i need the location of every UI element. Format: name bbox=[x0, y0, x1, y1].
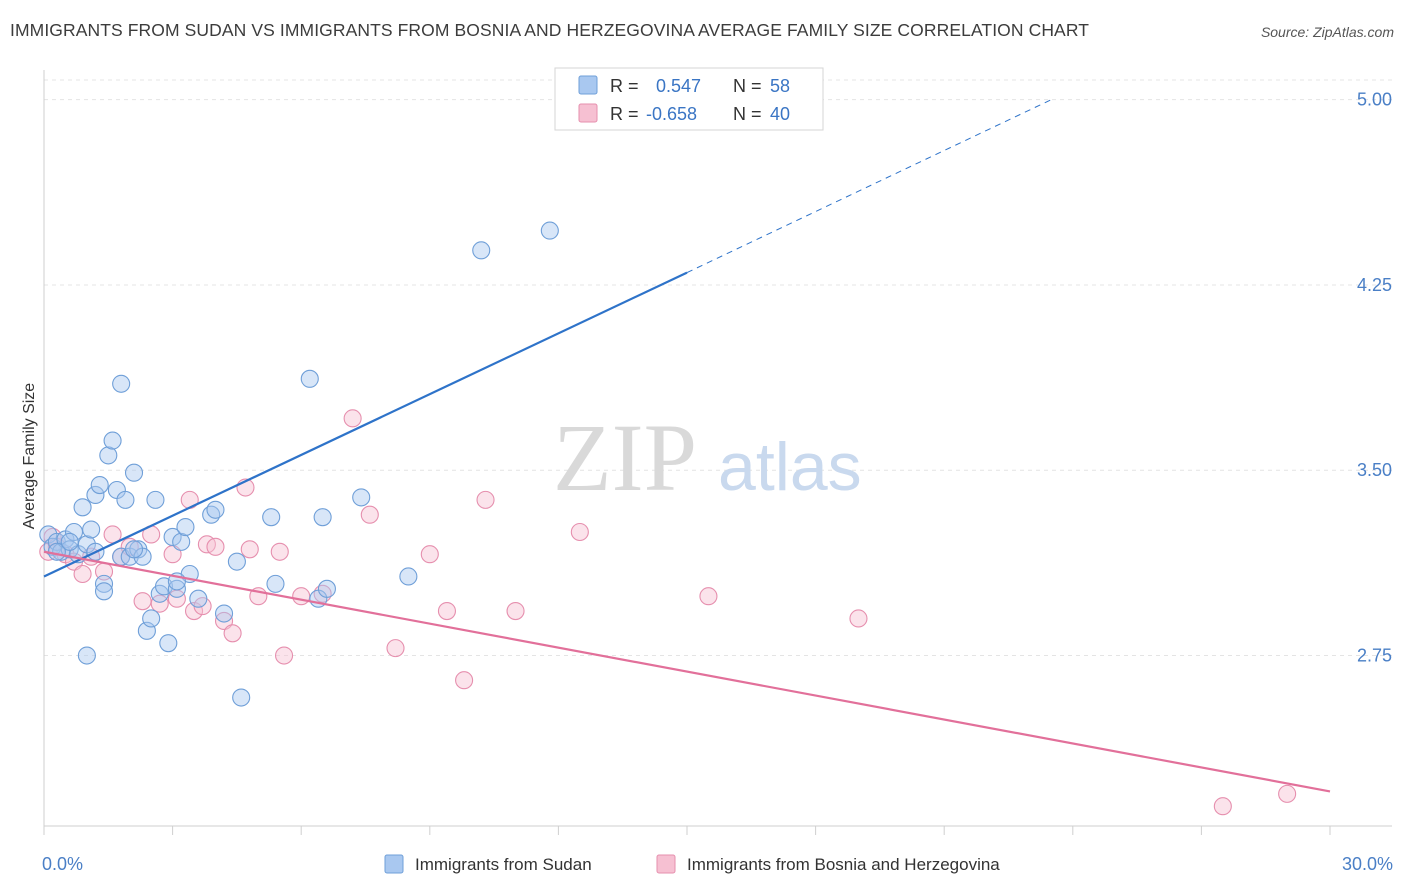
point-bosnia-30 bbox=[343, 409, 362, 428]
y-tick-label-2: 4.25 bbox=[1357, 275, 1392, 295]
y-tick-label-3: 5.00 bbox=[1357, 90, 1392, 110]
point-bosnia-40 bbox=[849, 609, 868, 628]
trend-line-1 bbox=[43, 550, 1331, 793]
point-sudan-16 bbox=[103, 431, 122, 450]
point-sudan-29 bbox=[112, 374, 131, 393]
trend-line-0-projection bbox=[686, 99, 1052, 274]
point-bosnia-27 bbox=[275, 646, 294, 665]
point-sudan-30 bbox=[159, 634, 178, 653]
point-bosnia-32 bbox=[386, 639, 405, 658]
point-bosnia-42 bbox=[1278, 784, 1297, 803]
point-sudan-47 bbox=[313, 508, 332, 527]
point-bosnia-20 bbox=[206, 537, 225, 556]
point-sudan-12 bbox=[90, 476, 109, 495]
point-bosnia-33 bbox=[420, 545, 439, 564]
point-sudan-36 bbox=[189, 589, 208, 608]
y-tick-label-0: 2.75 bbox=[1357, 646, 1392, 666]
point-sudan-25 bbox=[142, 609, 161, 628]
point-sudan-46 bbox=[317, 579, 336, 598]
legend-bottom-label-sudan: Immigrants from Sudan bbox=[415, 855, 592, 874]
watermark-atlas: atlas bbox=[718, 429, 862, 505]
grid-lines bbox=[44, 79, 1392, 657]
legend-bottom-label-bosnia: Immigrants from Bosnia and Herzegovina bbox=[687, 855, 1000, 874]
point-sudan-39 bbox=[214, 604, 234, 623]
trend-lines bbox=[43, 99, 1331, 793]
point-sudan-21 bbox=[124, 463, 144, 482]
point-sudan-53 bbox=[60, 532, 79, 551]
point-sudan-33 bbox=[172, 532, 191, 551]
legend-n-value-sudan: 58 bbox=[770, 76, 790, 96]
point-bosnia-26 bbox=[270, 542, 289, 561]
y-axis-label: Average Family Size bbox=[21, 383, 38, 530]
point-sudan-10 bbox=[82, 520, 101, 539]
points-bosnia bbox=[39, 409, 1297, 816]
point-bosnia-39 bbox=[699, 587, 718, 606]
legend-n-label-sudan: N = bbox=[733, 76, 762, 96]
watermark: ZIP atlas bbox=[553, 404, 862, 511]
point-bosnia-35 bbox=[455, 671, 474, 690]
point-sudan-15 bbox=[99, 446, 118, 465]
point-sudan-50 bbox=[472, 241, 491, 260]
watermark-zip: ZIP bbox=[553, 404, 697, 511]
legend-r-label-sudan: R = bbox=[610, 76, 639, 96]
point-sudan-40 bbox=[227, 552, 246, 571]
x-tick-label-end: 30.0% bbox=[1342, 854, 1393, 874]
legend-r-label-bosnia: R = bbox=[610, 104, 639, 124]
point-bosnia-22 bbox=[223, 624, 242, 643]
point-sudan-56 bbox=[124, 540, 144, 559]
point-bosnia-41 bbox=[1213, 797, 1232, 816]
trend-line-0 bbox=[43, 271, 688, 578]
x-tick-label-start: 0.0% bbox=[42, 854, 83, 874]
point-sudan-34 bbox=[176, 518, 195, 537]
legend-top: R = 0.547 N = 58 R = -0.658 N = 40 bbox=[554, 67, 824, 131]
legend-r-value-sudan: 0.547 bbox=[656, 76, 701, 96]
point-sudan-14 bbox=[77, 646, 96, 665]
point-sudan-49 bbox=[399, 567, 418, 586]
point-bosnia-21 bbox=[214, 611, 234, 630]
legend-n-value-bosnia: 40 bbox=[770, 104, 790, 124]
y-tick-label-1: 3.50 bbox=[1357, 460, 1392, 480]
chart-title: IMMIGRANTS FROM SUDAN VS IMMIGRANTS FROM… bbox=[10, 20, 1090, 40]
point-sudan-31 bbox=[163, 527, 182, 546]
point-sudan-32 bbox=[167, 579, 186, 598]
point-sudan-38 bbox=[206, 500, 225, 519]
point-sudan-43 bbox=[266, 574, 285, 593]
point-bosnia-34 bbox=[437, 602, 456, 621]
legend-swatch-bosnia bbox=[578, 103, 598, 123]
point-sudan-19 bbox=[116, 490, 135, 509]
point-bosnia-38 bbox=[570, 522, 589, 542]
point-sudan-41 bbox=[232, 688, 251, 707]
y-tick-labels: 2.75 3.50 4.25 5.00 bbox=[1357, 90, 1392, 666]
point-sudan-42 bbox=[262, 508, 281, 527]
legend-swatch-sudan bbox=[578, 75, 598, 95]
point-bosnia-24 bbox=[240, 540, 259, 559]
legend-n-label-bosnia: N = bbox=[733, 104, 762, 124]
point-sudan-55 bbox=[94, 582, 114, 601]
point-sudan-8 bbox=[73, 498, 92, 517]
point-bosnia-36 bbox=[476, 490, 495, 509]
axes bbox=[43, 70, 1392, 835]
legend-bottom-swatch-sudan bbox=[384, 854, 404, 874]
point-bosnia-5 bbox=[73, 564, 92, 584]
point-sudan-13 bbox=[94, 574, 114, 593]
point-sudan-44 bbox=[300, 369, 319, 388]
legend-bottom-swatch-bosnia bbox=[656, 854, 676, 874]
legend-r-value-bosnia: -0.658 bbox=[646, 104, 697, 124]
point-bosnia-13 bbox=[150, 594, 169, 613]
point-bosnia-28 bbox=[292, 587, 311, 606]
point-bosnia-31 bbox=[360, 505, 379, 524]
x-tick-labels: 0.0% 30.0% bbox=[42, 854, 1393, 874]
legend-box bbox=[554, 67, 824, 131]
point-sudan-51 bbox=[540, 221, 559, 240]
point-bosnia-11 bbox=[133, 592, 152, 611]
legend-bottom: Immigrants from Sudan Immigrants from Bo… bbox=[384, 854, 1000, 874]
point-sudan-11 bbox=[86, 485, 105, 504]
point-sudan-48 bbox=[352, 488, 371, 507]
source-label: Source: ZipAtlas.com bbox=[1260, 24, 1394, 40]
point-bosnia-37 bbox=[506, 602, 525, 621]
point-sudan-26 bbox=[146, 490, 165, 509]
